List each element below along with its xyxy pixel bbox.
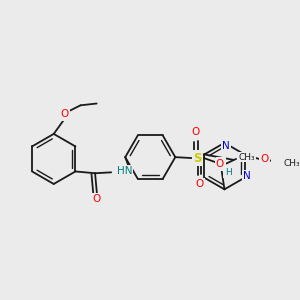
Text: S: S (194, 152, 202, 164)
Text: CH₃: CH₃ (283, 159, 300, 168)
Text: O: O (192, 127, 200, 137)
Text: H: H (225, 168, 231, 177)
Text: CH₃: CH₃ (239, 153, 255, 162)
Text: O: O (260, 154, 269, 164)
Text: N: N (217, 158, 225, 168)
Text: O: O (195, 179, 204, 189)
Text: N: N (222, 140, 230, 151)
Text: HN: HN (116, 167, 132, 176)
Text: O: O (216, 159, 224, 169)
Text: N: N (243, 171, 251, 181)
Text: O: O (93, 194, 101, 204)
Text: O: O (60, 109, 69, 119)
